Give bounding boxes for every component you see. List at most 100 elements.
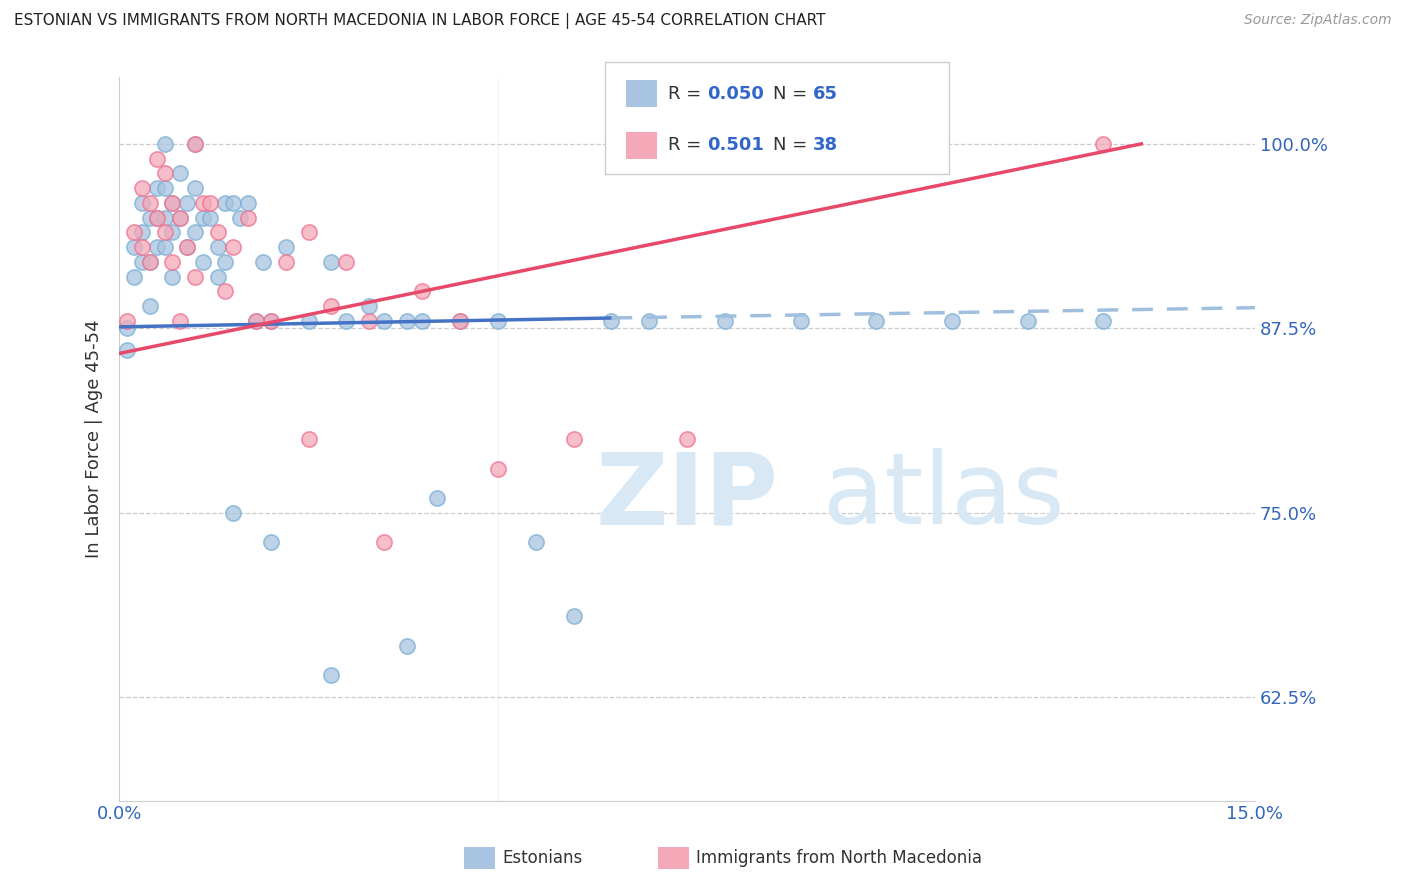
Point	[169, 211, 191, 225]
Point	[153, 211, 176, 225]
Point	[131, 195, 153, 210]
Point	[562, 609, 585, 624]
Point	[449, 314, 471, 328]
Point	[426, 491, 449, 505]
Point	[638, 314, 661, 328]
Point	[865, 314, 887, 328]
Y-axis label: In Labor Force | Age 45-54: In Labor Force | Age 45-54	[86, 319, 103, 558]
Point	[124, 269, 146, 284]
Point	[274, 240, 297, 254]
Point	[124, 240, 146, 254]
Point	[146, 152, 169, 166]
Point	[260, 535, 283, 549]
Point	[297, 226, 319, 240]
Point	[335, 255, 357, 269]
Point	[411, 285, 433, 299]
Point	[321, 255, 343, 269]
Point	[176, 240, 198, 254]
Text: 0.050: 0.050	[707, 85, 763, 103]
Point	[131, 255, 153, 269]
Point	[131, 240, 153, 254]
Text: Immigrants from North Macedonia: Immigrants from North Macedonia	[696, 849, 981, 867]
Text: 65: 65	[813, 85, 838, 103]
Point	[1092, 314, 1115, 328]
Text: atlas: atlas	[824, 449, 1064, 545]
Point	[941, 314, 963, 328]
Point	[252, 255, 274, 269]
Point	[714, 314, 737, 328]
Point	[321, 299, 343, 313]
Point	[486, 314, 509, 328]
Point	[184, 136, 207, 151]
Text: N =: N =	[773, 85, 813, 103]
Point	[153, 240, 176, 254]
Point	[274, 255, 297, 269]
Point	[146, 211, 169, 225]
Point	[395, 314, 418, 328]
Text: 38: 38	[813, 136, 838, 154]
Point	[169, 314, 191, 328]
Point	[138, 255, 160, 269]
Point	[373, 535, 395, 549]
Point	[153, 226, 176, 240]
Point	[260, 314, 283, 328]
Point	[115, 343, 138, 358]
Point	[214, 285, 236, 299]
Point	[222, 195, 245, 210]
Point	[162, 255, 184, 269]
Point	[146, 181, 169, 195]
Point	[115, 321, 138, 335]
Point	[411, 314, 433, 328]
Text: ESTONIAN VS IMMIGRANTS FROM NORTH MACEDONIA IN LABOR FORCE | AGE 45-54 CORRELATI: ESTONIAN VS IMMIGRANTS FROM NORTH MACEDO…	[14, 13, 825, 29]
Text: ZIP: ZIP	[595, 449, 778, 545]
Text: R =: R =	[668, 136, 707, 154]
Point	[146, 211, 169, 225]
Point	[789, 314, 811, 328]
Point	[373, 314, 395, 328]
Point	[260, 314, 283, 328]
Point	[1017, 314, 1039, 328]
Point	[162, 195, 184, 210]
Point	[162, 269, 184, 284]
Point	[236, 195, 259, 210]
Point	[191, 211, 214, 225]
Point	[153, 181, 176, 195]
Point	[198, 211, 221, 225]
Point	[297, 314, 319, 328]
Point	[115, 314, 138, 328]
Point	[321, 668, 343, 682]
Point	[222, 240, 245, 254]
Point	[600, 314, 623, 328]
Text: R =: R =	[668, 85, 707, 103]
Point	[1092, 136, 1115, 151]
Point	[184, 269, 207, 284]
Text: 0.501: 0.501	[707, 136, 763, 154]
Point	[184, 181, 207, 195]
Point	[486, 461, 509, 475]
Point	[359, 299, 381, 313]
Point	[207, 226, 229, 240]
Point	[236, 211, 259, 225]
Text: N =: N =	[773, 136, 813, 154]
Point	[207, 240, 229, 254]
Point	[207, 269, 229, 284]
Point	[229, 211, 252, 225]
Point	[169, 211, 191, 225]
Point	[245, 314, 267, 328]
Point	[169, 166, 191, 180]
Point	[449, 314, 471, 328]
Point	[153, 166, 176, 180]
Point	[297, 432, 319, 446]
Point	[191, 195, 214, 210]
Text: Source: ZipAtlas.com: Source: ZipAtlas.com	[1244, 13, 1392, 28]
Point	[191, 255, 214, 269]
Point	[245, 314, 267, 328]
Point	[335, 314, 357, 328]
Point	[562, 432, 585, 446]
Point	[162, 226, 184, 240]
Point	[124, 226, 146, 240]
Point	[153, 136, 176, 151]
Point	[214, 255, 236, 269]
Point	[184, 136, 207, 151]
Point	[184, 226, 207, 240]
